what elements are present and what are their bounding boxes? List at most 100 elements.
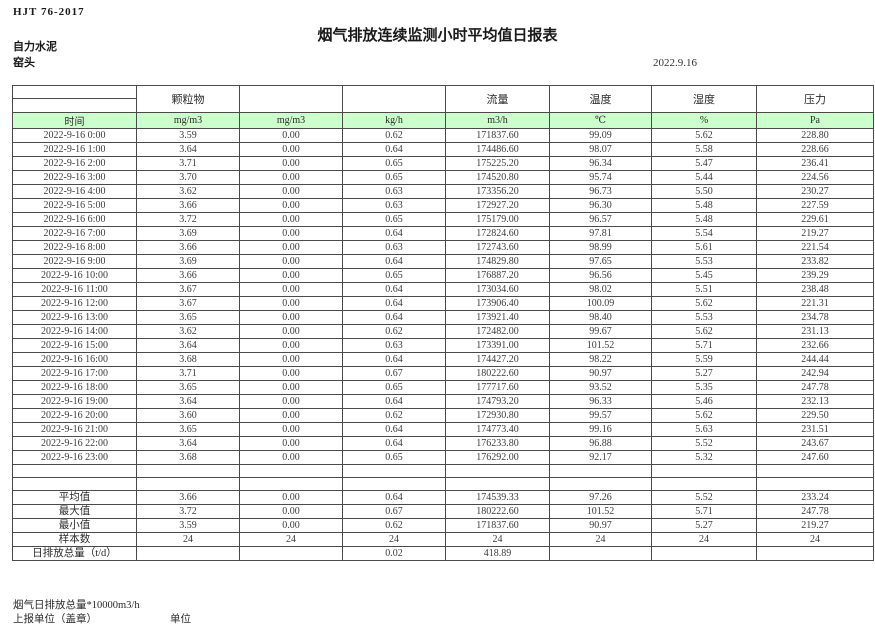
table-row: 2022-9-16 1:00 3.64 0.00 0.64 174486.60 98.07… <box>12 142 874 157</box>
value-cell: 101.52 <box>549 338 652 353</box>
value-cell <box>239 477 343 491</box>
value-cell: 3.59 <box>136 128 240 143</box>
table-row: 2022-9-16 17:00 3.71 0.00 0.67 180222.60 90.9… <box>12 366 874 381</box>
value-cell: 229.50 <box>756 408 874 423</box>
value-cell: 0.00 <box>239 518 343 533</box>
col-header-blank-2 <box>342 85 446 113</box>
table-row: 2022-9-16 22:00 3.64 0.00 0.64 176233.80 96.8… <box>12 436 874 451</box>
value-cell: 0.64 <box>342 490 446 505</box>
value-cell: 3.65 <box>136 422 240 437</box>
monitoring-point: 窑头 <box>13 57 35 69</box>
col-header-humidity: 湿度 <box>651 85 757 113</box>
unit-header-row: 时间 mg/m3 mg/m3 kg/h m3/h ℃ % Pa <box>12 112 874 129</box>
row-label-cell: 2022-9-16 23:00 <box>12 450 137 465</box>
summary-row: 样本数 24 24 24 24 24 24 24 <box>12 532 874 547</box>
row-label-cell: 2022-9-16 6:00 <box>12 212 137 227</box>
table-row: 2022-9-16 5:00 3.66 0.00 0.63 172927.20 96.30… <box>12 198 874 213</box>
value-cell: 5.47 <box>651 156 757 171</box>
value-cell: 0.62 <box>342 324 446 339</box>
value-cell <box>342 464 446 478</box>
value-cell: 3.64 <box>136 338 240 353</box>
unit-mg-m3-2: mg/m3 <box>239 112 343 129</box>
value-cell: 228.80 <box>756 128 874 143</box>
value-cell: 0.64 <box>342 422 446 437</box>
value-cell: 0.00 <box>239 184 343 199</box>
value-cell: 5.63 <box>651 422 757 437</box>
row-label-cell: 2022-9-16 4:00 <box>12 184 137 199</box>
value-cell <box>136 477 240 491</box>
col-header-particulate: 颗粒物 <box>136 85 240 113</box>
value-cell: 5.27 <box>651 518 757 533</box>
value-cell: 230.27 <box>756 184 874 199</box>
value-cell: 3.62 <box>136 184 240 199</box>
group-header-row: 颗粒物 流量 温度 湿度 压力 <box>12 85 874 113</box>
value-cell: 3.72 <box>136 212 240 227</box>
value-cell: 101.52 <box>549 504 652 519</box>
table-row: 2022-9-16 3:00 3.70 0.00 0.65 174520.80 95.74… <box>12 170 874 185</box>
value-cell: 97.26 <box>549 490 652 505</box>
value-cell: 3.65 <box>136 310 240 325</box>
value-cell: 177717.60 <box>445 380 550 395</box>
value-cell: 0.00 <box>239 366 343 381</box>
row-label-cell: 2022-9-16 18:00 <box>12 380 137 395</box>
value-cell: 3.66 <box>136 240 240 255</box>
table-row: 2022-9-16 13:00 3.65 0.00 0.64 173921.40 98.4… <box>12 310 874 325</box>
row-label-cell: 2022-9-16 1:00 <box>12 142 137 157</box>
value-cell: 5.52 <box>651 490 757 505</box>
value-cell: 5.46 <box>651 394 757 409</box>
row-label-cell: 2022-9-16 11:00 <box>12 282 137 297</box>
value-cell: 247.78 <box>756 504 874 519</box>
table-row: 2022-9-16 4:00 3.62 0.00 0.63 173356.20 96.73… <box>12 184 874 199</box>
value-cell: 172824.60 <box>445 226 550 241</box>
value-cell <box>136 546 240 561</box>
value-cell: 0.00 <box>239 436 343 451</box>
value-cell: 5.61 <box>651 240 757 255</box>
table-row: 2022-9-16 8:00 3.66 0.00 0.63 172743.60 98.99… <box>12 240 874 255</box>
value-cell: 3.68 <box>136 450 240 465</box>
row-label-cell: 2022-9-16 20:00 <box>12 408 137 423</box>
value-cell: 0.00 <box>239 422 343 437</box>
table-row: 2022-9-16 0:00 3.59 0.00 0.62 171837.60 99.09… <box>12 128 874 143</box>
value-cell: 90.97 <box>549 366 652 381</box>
table-row: 2022-9-16 18:00 3.65 0.00 0.65 177717.60 93.5… <box>12 380 874 395</box>
row-label-cell: 2022-9-16 21:00 <box>12 422 137 437</box>
row-label-cell: 2022-9-16 3:00 <box>12 170 137 185</box>
value-cell: 96.56 <box>549 268 652 283</box>
value-cell: 0.00 <box>239 408 343 423</box>
value-cell: 180222.60 <box>445 366 550 381</box>
value-cell <box>239 546 343 561</box>
value-cell: 173921.40 <box>445 310 550 325</box>
value-cell: 242.94 <box>756 366 874 381</box>
table-row: 2022-9-16 9:00 3.69 0.00 0.64 174829.80 97.65… <box>12 254 874 269</box>
value-cell: 0.64 <box>342 310 446 325</box>
value-cell: 176887.20 <box>445 268 550 283</box>
value-cell: 98.02 <box>549 282 652 297</box>
value-cell: 0.64 <box>342 142 446 157</box>
corner-cell <box>12 85 137 113</box>
table-row: 2022-9-16 15:00 3.64 0.00 0.63 173391.00 101.… <box>12 338 874 353</box>
row-label-cell <box>12 464 137 478</box>
value-cell: 93.52 <box>549 380 652 395</box>
unit-field-label: 单位 <box>170 614 191 625</box>
value-cell: 5.35 <box>651 380 757 395</box>
value-cell: 0.67 <box>342 366 446 381</box>
value-cell: 0.00 <box>239 324 343 339</box>
value-cell: 0.00 <box>239 198 343 213</box>
value-cell: 0.62 <box>342 518 446 533</box>
value-cell: 3.71 <box>136 366 240 381</box>
value-cell: 97.65 <box>549 254 652 269</box>
value-cell: 0.00 <box>239 504 343 519</box>
value-cell: 96.57 <box>549 212 652 227</box>
value-cell: 232.13 <box>756 394 874 409</box>
standard-code: HJT 76-2017 <box>13 6 85 18</box>
value-cell: 99.67 <box>549 324 652 339</box>
value-cell: 98.07 <box>549 142 652 157</box>
value-cell: 3.59 <box>136 518 240 533</box>
value-cell: 175179.00 <box>445 212 550 227</box>
value-cell: 24 <box>136 532 240 547</box>
value-cell: 227.59 <box>756 198 874 213</box>
value-cell: 238.48 <box>756 282 874 297</box>
value-cell: 3.69 <box>136 254 240 269</box>
value-cell: 180222.60 <box>445 504 550 519</box>
value-cell: 175225.20 <box>445 156 550 171</box>
